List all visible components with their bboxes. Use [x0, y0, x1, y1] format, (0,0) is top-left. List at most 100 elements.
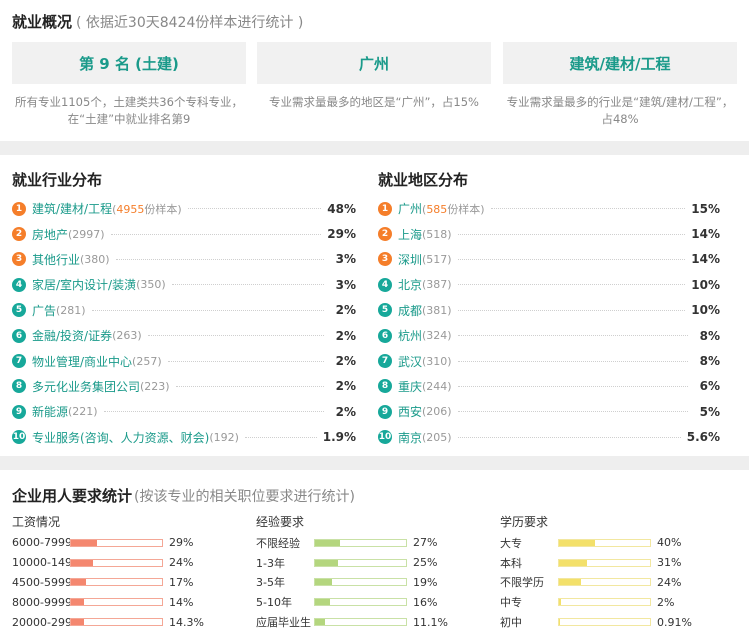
dotted-leader	[457, 360, 688, 362]
sample-count: (4955份样本)	[112, 202, 182, 216]
region-label-link[interactable]: 北京	[398, 278, 423, 293]
requirement-bar	[70, 538, 163, 547]
sample-count: (206)	[422, 405, 452, 419]
dotted-leader	[457, 436, 681, 438]
region-label-link[interactable]: 上海	[398, 227, 423, 242]
requirement-row: 不限经验 27%	[256, 533, 486, 553]
requirement-row: 1-3年 25%	[256, 553, 486, 573]
requirement-label: 大专	[500, 536, 522, 550]
region-label-link[interactable]: 西安	[398, 405, 423, 420]
industry-label-link[interactable]: 金融/投资/证券	[32, 329, 113, 344]
requirement-bar	[558, 598, 651, 607]
section-divider	[0, 141, 749, 155]
sample-count: (517)	[422, 252, 452, 266]
region-label-link[interactable]: 杭州	[398, 329, 423, 344]
sample-count-suffix: 份样本)	[144, 202, 182, 216]
sample-count: (380)	[80, 252, 110, 266]
requirement-percent: 11.1%	[413, 615, 448, 629]
requirement-bar	[70, 578, 163, 587]
rank-number-badge: 2	[378, 227, 392, 242]
requirement-bar	[558, 538, 651, 547]
dotted-leader	[147, 335, 324, 337]
requirement-bar	[314, 558, 407, 567]
dotted-leader	[457, 258, 686, 260]
rank-box: 第 9 名 (土建)	[12, 42, 246, 84]
industry-label-link[interactable]: 其他行业	[32, 252, 81, 267]
industry-label-link[interactable]: 房地产	[32, 227, 69, 242]
requirement-row: 10000-149 24%	[12, 553, 242, 573]
share-percent: 15%	[691, 201, 720, 216]
requirement-row: 4500-5999 17%	[12, 573, 242, 593]
industry-label-link[interactable]: 建筑/建材/工程	[32, 202, 113, 217]
dotted-leader	[187, 208, 322, 210]
industry-row: 4 家居/室内设计/装潢 (350) 3%	[12, 272, 356, 297]
requirement-label: 5-10年	[256, 596, 292, 610]
rank-number-badge: 8	[12, 379, 26, 394]
dotted-leader	[167, 360, 324, 362]
region-row: 10 南京 (205) 5.6%	[378, 425, 720, 450]
requirement-row: 不限学历 24%	[500, 573, 730, 593]
region-label-link[interactable]: 深圳	[398, 252, 423, 267]
sample-count: (221)	[68, 405, 98, 419]
requirement-row: 6000-7999 29%	[12, 533, 242, 553]
requirement-bar	[314, 598, 407, 607]
requirement-label: 10000-149	[12, 556, 70, 570]
dotted-leader	[244, 436, 317, 438]
requirement-percent: 16%	[413, 595, 438, 609]
industry-list: 1 建筑/建材/工程 (4955份样本) 48% 2 房地产 (2997) 29% 3 其他行业(…	[12, 196, 356, 450]
region-label-link[interactable]: 武汉	[398, 354, 423, 369]
share-percent: 48%	[327, 201, 356, 216]
dotted-leader	[171, 284, 324, 286]
region-label-link[interactable]: 重庆	[398, 379, 423, 394]
sample-count: (257)	[132, 354, 162, 368]
requirement-bar-fill	[315, 599, 330, 606]
share-percent: 10%	[691, 303, 720, 318]
industry-label-link[interactable]: 物业管理/商业中心	[32, 354, 133, 369]
region-row: 6 杭州 (324) 8%	[378, 323, 720, 348]
region-row: 7 武汉 (310) 8%	[378, 348, 720, 373]
requirement-bar	[70, 618, 163, 627]
share-percent: 29%	[327, 227, 356, 242]
sample-count: (324)	[422, 329, 452, 343]
requirement-label: 不限经验	[256, 536, 300, 550]
region-list: 1 广州 (585份样本) 15% 2 上海 (518) 14% 3 深圳 (517) 14% 4 北京(…	[378, 196, 720, 450]
region-label-link[interactable]: 广州	[398, 202, 423, 217]
industry-label-link[interactable]: 广告	[32, 303, 57, 318]
requirement-percent: 31%	[657, 556, 682, 570]
top-region-box: 广州	[257, 42, 491, 84]
requirement-label: 8000-9999	[12, 595, 70, 609]
share-percent: 2%	[335, 328, 356, 343]
share-percent: 3%	[335, 277, 356, 292]
education-column: 学历要求 大专 40% 本科 31% 不限学历 24% 中专 2% 初中 0.91%	[500, 513, 730, 632]
requirement-row: 8000-9999 14%	[12, 592, 242, 612]
requirement-bar-fill	[71, 539, 98, 546]
industry-label-link[interactable]: 家居/室内设计/装潢	[32, 278, 137, 293]
region-label-link[interactable]: 南京	[398, 430, 423, 445]
dotted-leader	[490, 208, 686, 210]
sample-count: (310)	[422, 354, 452, 368]
region-label-link[interactable]: 成都	[398, 303, 423, 318]
share-percent: 14%	[691, 227, 720, 242]
requirement-bar-fill	[71, 619, 84, 626]
industry-label-link[interactable]: 多元化业务集团公司	[32, 379, 141, 394]
industry-label-link[interactable]: 专业服务(咨询、人力资源、财会)	[32, 430, 210, 445]
requirement-bar-fill	[315, 579, 333, 586]
industry-label-link[interactable]: 新能源	[32, 405, 69, 420]
industry-row: 8 多元化业务集团公司 (223) 2%	[12, 374, 356, 399]
share-percent: 8%	[699, 354, 720, 369]
sample-count: (244)	[422, 379, 452, 393]
requirement-column-head: 工资情况	[12, 515, 61, 529]
requirements-title: 企业用人要求统计	[12, 487, 133, 505]
share-percent: 2%	[335, 354, 356, 369]
requirement-label: 6000-7999	[12, 536, 70, 550]
dotted-leader	[91, 309, 324, 311]
requirement-bar	[314, 578, 407, 587]
requirement-percent: 17%	[169, 575, 194, 589]
region-row: 3 深圳 (517) 14%	[378, 247, 720, 272]
requirement-label: 中专	[500, 596, 522, 610]
requirement-column-head: 学历要求	[500, 515, 549, 529]
industry-title: 就业行业分布	[12, 171, 103, 189]
requirement-bar-fill	[315, 559, 338, 566]
rank-number-badge: 1	[12, 201, 26, 216]
sample-count: (381)	[422, 303, 452, 317]
